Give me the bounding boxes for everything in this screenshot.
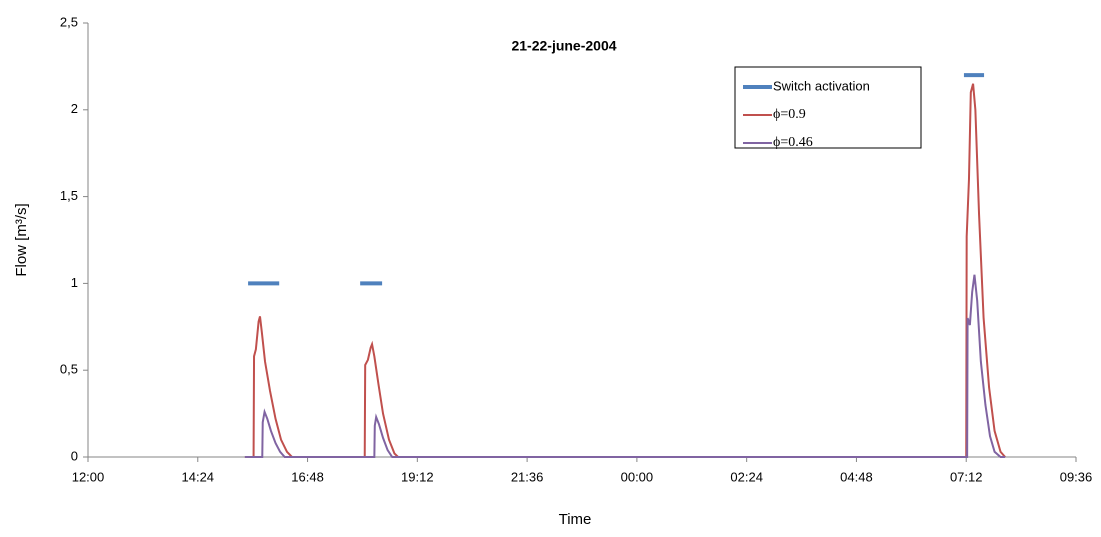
legend-label: Switch activation: [773, 78, 870, 93]
chart-title: 21-22-june-2004: [511, 38, 616, 54]
legend-box: [734, 66, 922, 149]
y-tick-label: 2,5: [60, 14, 78, 29]
legend-label: ϕ=0.9: [773, 107, 806, 122]
x-tick-label: 21:36: [511, 469, 544, 484]
y-tick-label: 0,5: [60, 362, 78, 377]
x-tick-label: 12:00: [72, 469, 105, 484]
y-tick-label: 1: [71, 275, 78, 290]
x-tick-label: 16:48: [291, 469, 324, 484]
x-tick-label: 09:36: [1060, 469, 1093, 484]
y-tick-label: 0: [71, 448, 78, 463]
y-tick-label: 2: [71, 101, 78, 116]
series-line: [244, 274, 1006, 458]
x-tick-label: 07:12: [950, 469, 983, 484]
x-tick-label: 00:00: [621, 469, 654, 484]
x-tick-label: 04:48: [840, 469, 873, 484]
legend-label: ϕ=0.46: [773, 135, 813, 150]
x-axis-label: Time: [559, 511, 592, 528]
series-line: [248, 73, 985, 286]
y-tick-label: 1,5: [60, 188, 78, 203]
series-line: [244, 83, 1006, 458]
y-axis-label: Flow [m³/s]: [13, 203, 30, 276]
x-tick-label: 19:12: [401, 469, 434, 484]
x-tick-label: 02:24: [730, 469, 763, 484]
x-tick-label: 14:24: [182, 469, 215, 484]
